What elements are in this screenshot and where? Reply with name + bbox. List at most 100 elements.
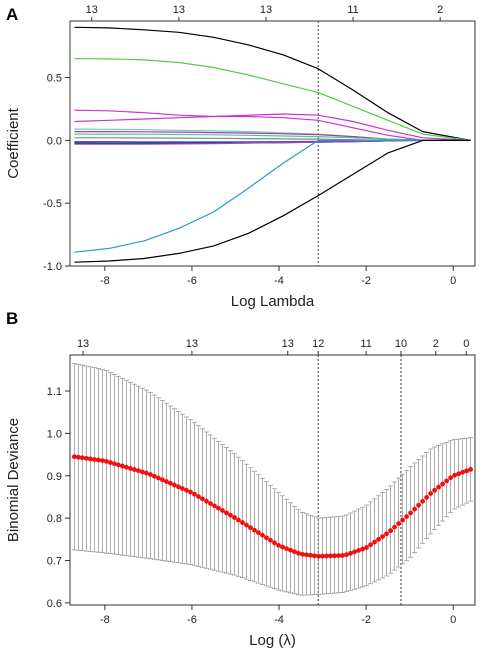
panel-a-coefficient-path bbox=[74, 133, 471, 141]
panel-b-deviance-point bbox=[119, 463, 125, 469]
panel-b-deviance-point bbox=[224, 510, 229, 516]
panel-b-deviance-point bbox=[396, 521, 401, 527]
panel-b-deviance-point bbox=[95, 457, 101, 463]
panel-a-plot-frame bbox=[69, 20, 476, 267]
panel-b-deviance-point bbox=[400, 517, 405, 523]
panel-b-deviance-point bbox=[304, 552, 309, 558]
panel-b-deviance-point bbox=[103, 458, 109, 464]
panel-b-deviance-point bbox=[340, 553, 345, 558]
panel-b-deviance-point bbox=[180, 486, 185, 491]
panel-b-deviance-point bbox=[99, 458, 105, 463]
panel-a-x-tick-label: -8 bbox=[100, 275, 110, 287]
panel-b-y-tick-label: 1.1 bbox=[47, 386, 62, 398]
panel-b-deviance-point bbox=[71, 454, 77, 460]
panel-a-top-label: 13 bbox=[86, 4, 98, 16]
panel-b-deviance-point bbox=[372, 539, 377, 545]
panel-a-top-label: 13 bbox=[260, 4, 272, 16]
panel-b-y-axis-title: Binomial Deviance bbox=[5, 418, 22, 542]
panel-b-deviance-point bbox=[284, 546, 289, 551]
panel-b-deviance-point bbox=[440, 481, 446, 487]
panel-b-deviance-point bbox=[336, 553, 341, 559]
panel-b-y-tick-label: 0.7 bbox=[47, 556, 62, 568]
panel-b-deviance-point bbox=[240, 520, 245, 525]
panel-b-deviance-point bbox=[127, 465, 133, 471]
panel-b-x-tick-label: -4 bbox=[274, 614, 284, 626]
panel-b-deviance-point bbox=[300, 551, 305, 557]
panel-b-deviance-point bbox=[131, 467, 137, 472]
panel-b-x-tick-label: -6 bbox=[187, 614, 197, 626]
panel-b-top-label: 0 bbox=[463, 338, 469, 350]
panel-b-deviance-point bbox=[392, 524, 397, 530]
panel-b-deviance-point bbox=[360, 546, 365, 552]
panel-b-deviance-point bbox=[204, 498, 209, 504]
panel-b-top-label: 2 bbox=[433, 338, 439, 350]
panel-b-deviance-point bbox=[380, 534, 385, 539]
panel-b-deviance-point bbox=[364, 545, 369, 550]
panel-a-coefficient-path bbox=[74, 139, 471, 253]
panel-b-deviance-point bbox=[348, 550, 353, 556]
panel-b-deviance-point bbox=[412, 506, 418, 512]
panel-b-deviance-point bbox=[356, 548, 361, 553]
panel-b-deviance-point bbox=[388, 528, 393, 534]
panel-b-deviance-point bbox=[344, 552, 349, 558]
panel-b-deviance-point bbox=[316, 553, 321, 559]
panel-b-y-tick-label: 0.9 bbox=[47, 471, 62, 483]
panel-b-deviance-point bbox=[111, 461, 117, 467]
panel-b-deviance-point bbox=[144, 470, 149, 476]
panel-b-deviance-point bbox=[212, 503, 217, 509]
panel-b-y-tick-label: 0.8 bbox=[47, 513, 62, 525]
panel-b-deviance-point bbox=[176, 484, 181, 490]
panel-a-x-axis-title: Log Lambda bbox=[231, 293, 315, 310]
panel-b-deviance-point bbox=[160, 477, 165, 483]
panel-a-coefficient-path bbox=[74, 58, 471, 141]
panel-b-deviance-point bbox=[188, 489, 193, 495]
panel-b-deviance-point bbox=[184, 487, 189, 493]
panel-b-deviance-point bbox=[448, 475, 454, 481]
panel-b-deviance-point bbox=[228, 512, 233, 518]
panel-b-y-tick-label: 1.0 bbox=[47, 428, 62, 440]
panel-b-deviance-point bbox=[296, 550, 301, 556]
panel-b-deviance-point bbox=[268, 537, 273, 543]
panel-b-deviance-point bbox=[115, 462, 121, 468]
panel-b-x-tick-label: 0 bbox=[450, 614, 456, 626]
panel-a-y-tick-label: 0.5 bbox=[47, 73, 62, 85]
panel-b-plot-frame bbox=[69, 354, 476, 606]
panel-b-deviance-point bbox=[220, 508, 225, 513]
panel-b-deviance-point bbox=[148, 472, 153, 477]
panel-b-deviance-point bbox=[216, 505, 221, 511]
panel-b-deviance-point bbox=[276, 542, 281, 548]
panel-b-deviance-point bbox=[107, 460, 113, 465]
panel-b-deviance-point bbox=[432, 487, 438, 493]
panel-a-top-label: 13 bbox=[173, 4, 185, 16]
panel-b-deviance-point bbox=[156, 475, 161, 481]
panel-b-deviance-point bbox=[288, 547, 293, 553]
panel-b-deviance-point bbox=[91, 457, 97, 462]
panel-b-deviance-point bbox=[152, 473, 157, 479]
panel-b-deviance-point bbox=[460, 469, 466, 475]
panel-b-deviance-point bbox=[168, 480, 173, 486]
panel-b-deviance-point bbox=[248, 525, 253, 531]
panel-b-deviance-point bbox=[136, 468, 141, 474]
panel-a-x-tick-label: -6 bbox=[187, 275, 197, 287]
panel-b-deviance-point bbox=[208, 501, 213, 506]
panel-b-deviance-point bbox=[456, 471, 462, 477]
panel-b-deviance-point bbox=[79, 455, 85, 461]
panel-b-deviance-point bbox=[200, 496, 205, 502]
panel-b-deviance-point bbox=[352, 549, 357, 555]
panel-a-x-tick-label: -2 bbox=[361, 275, 371, 287]
panel-b-deviance-point bbox=[292, 549, 297, 555]
panel-b-letter: B bbox=[6, 309, 18, 328]
panel-b-deviance-point bbox=[75, 454, 81, 460]
panel-b-top-label: 11 bbox=[360, 338, 371, 350]
panel-b-deviance-point bbox=[232, 515, 237, 520]
panel-a-coefficient-path bbox=[74, 109, 471, 141]
panel-a-x-tick-label: 0 bbox=[450, 275, 456, 287]
panel-b-deviance-point bbox=[384, 531, 389, 537]
panel-a-coefficient-path bbox=[74, 26, 471, 141]
panel-b-deviance-point bbox=[280, 544, 285, 550]
panel-a-y-axis-title: Coefficient bbox=[5, 107, 22, 178]
panel-b-deviance-point bbox=[452, 472, 458, 478]
panel-a-y-tick-label: -1.0 bbox=[43, 261, 62, 273]
panel-b-deviance-point bbox=[123, 464, 129, 470]
